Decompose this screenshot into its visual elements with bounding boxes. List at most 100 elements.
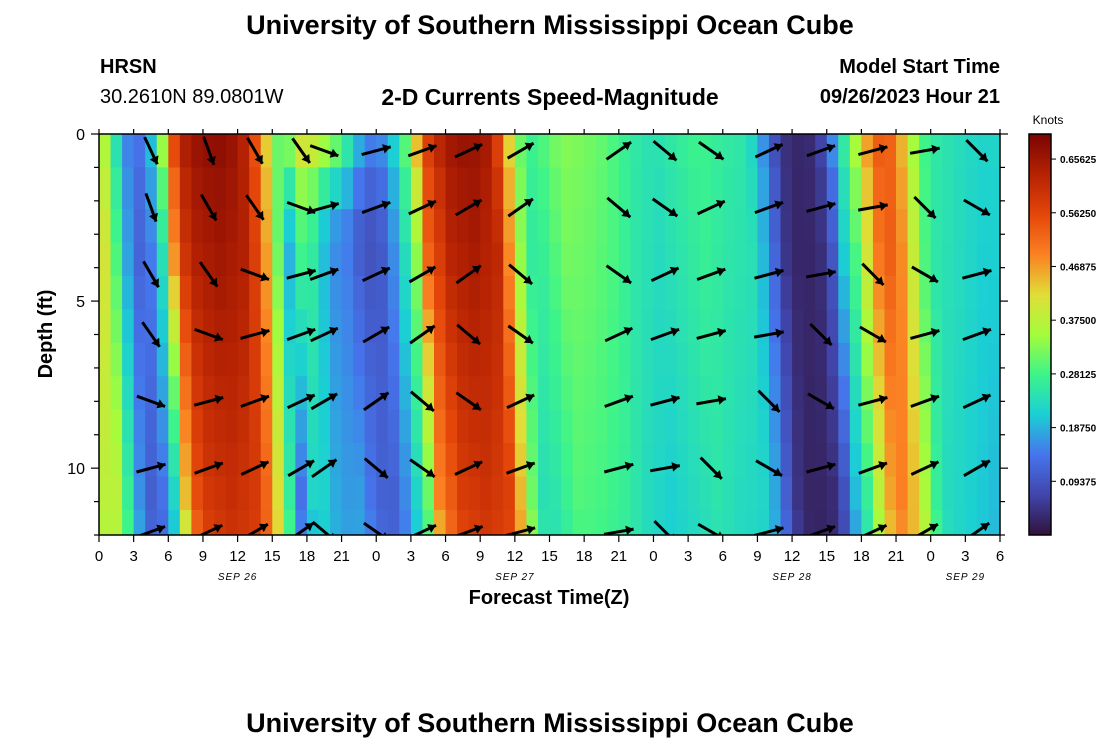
heatmap-cells [99,134,1000,535]
heatmap-cell [376,409,389,444]
heatmap-cell [318,309,331,344]
heatmap-cell [757,242,770,277]
heatmap-cell [353,443,366,478]
current-arrow-head [328,393,338,402]
x-tick-label: 9 [476,548,484,565]
heatmap-cell [826,167,839,210]
heatmap-cell [168,342,181,377]
heatmap-cell [237,342,250,377]
heatmap-cell [584,443,597,478]
heatmap-cell [283,476,296,511]
heatmap-cell [168,309,181,344]
heatmap-cell [907,342,920,377]
heatmap-cell [572,409,585,444]
heatmap-cell [699,409,712,444]
heatmap-cell [641,242,655,277]
heatmap-cell [942,409,955,444]
current-arrow-head [717,395,726,405]
heatmap-cell [410,409,424,444]
heatmap-cell [757,409,770,444]
heatmap-cell [156,276,169,311]
heatmap-cell [249,276,262,311]
heatmap-cell [122,342,135,377]
heatmap-cell [861,242,874,277]
plot-title: 2-D Currents Speed-Magnitude [381,84,719,110]
heatmap-cell [364,409,377,444]
heatmap-cell [457,209,470,244]
heatmap-cell [803,276,816,311]
heatmap-cell [179,409,193,444]
heatmap-cell [861,476,874,511]
current-arrow [653,520,671,535]
heatmap-cell [376,509,389,535]
heatmap-cell [988,209,1000,244]
x-tick-label: 9 [753,548,761,565]
heatmap-cell [930,309,943,344]
heatmap-cell [896,342,909,377]
heatmap-cell [815,342,828,377]
heatmap-cell [838,342,851,377]
heatmap-cell [122,134,135,169]
heatmap-cell [815,476,828,511]
heatmap-cell [757,376,770,411]
heatmap-cell [249,443,262,478]
current-arrow-head [301,154,310,163]
heatmap-cell [491,509,504,535]
heatmap-cell [826,409,839,444]
heatmap-cell [526,276,539,311]
heatmap-cell [318,209,331,244]
heatmap-cell [630,242,643,277]
heatmap-cell [341,134,354,169]
heatmap-cell [953,209,966,244]
heatmap-cell [214,134,227,169]
heatmap-cell [99,276,112,311]
heatmap-cell [618,276,631,311]
heatmap-cell [838,134,851,169]
heatmap-cell [976,476,990,511]
heatmap-cell [688,134,701,169]
heatmap-cell [884,167,897,210]
heatmap-cell [399,167,412,210]
heatmap-cell [572,443,585,478]
heatmap-cell [803,509,816,535]
heatmap-cell [722,443,735,478]
colorbar-tick-label: 0.37500 [1060,316,1097,327]
heatmap-cell [838,167,851,210]
x-tick-label: 15 [818,548,835,565]
current-arrow-head [378,469,388,478]
heatmap-cell [341,509,354,535]
heatmap-cell [237,209,250,244]
date-label: SEP 27 [495,572,535,583]
heatmap-cell [965,276,978,311]
heatmap-cell [353,242,366,277]
heatmap-cell [584,134,597,169]
heatmap-cell [237,167,250,210]
heatmap-cell [780,242,793,277]
heatmap-cell [480,209,493,244]
heatmap-cell [468,276,481,311]
heatmap-cell [849,167,862,210]
heatmap-cell [607,209,620,244]
heatmap-cell [584,509,597,535]
heatmap-cell [237,443,250,478]
heatmap-cell [653,242,666,277]
current-arrow-head [877,524,887,533]
heatmap-cell [549,276,562,311]
current-arrow-head [379,392,389,401]
heatmap-cell [457,509,470,535]
heatmap-cell [99,242,112,277]
heatmap-cell [457,376,470,411]
current-arrow-head [471,265,481,275]
heatmap-cell [861,309,874,344]
heatmap-cell [283,376,296,411]
heatmap-cell [226,376,239,411]
heatmap-cell [907,167,920,210]
model-start-label: Model Start Time [839,56,1000,78]
heatmap-cell [226,276,239,311]
heatmap-cell [179,443,193,478]
heatmap-cell [722,242,735,277]
current-arrow-head [671,462,680,472]
heatmap-cell [110,443,123,478]
heatmap-cell [561,276,574,311]
heatmap-cell [537,209,551,244]
